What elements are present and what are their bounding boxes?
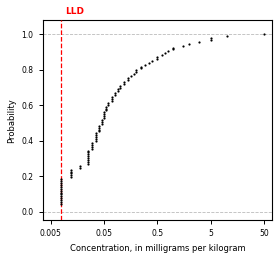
Point bbox=[69, 171, 73, 176]
Point bbox=[90, 145, 94, 149]
Point bbox=[118, 83, 122, 88]
Point bbox=[113, 91, 117, 95]
Point bbox=[166, 49, 170, 53]
Point bbox=[59, 194, 63, 198]
Point bbox=[86, 162, 90, 166]
Point bbox=[110, 97, 114, 101]
Point bbox=[171, 47, 175, 51]
Point bbox=[86, 152, 90, 157]
Point bbox=[102, 112, 106, 116]
Point bbox=[187, 42, 192, 46]
Point bbox=[118, 86, 122, 90]
Point bbox=[139, 66, 143, 70]
Point bbox=[134, 68, 138, 73]
Point bbox=[69, 173, 73, 177]
Point bbox=[59, 185, 63, 189]
Point bbox=[102, 116, 106, 120]
Point bbox=[59, 198, 63, 202]
Point bbox=[86, 154, 90, 158]
Point bbox=[113, 93, 117, 97]
Point bbox=[59, 190, 63, 194]
X-axis label: Concentration, in milligrams per kilogram: Concentration, in milligrams per kilogra… bbox=[69, 244, 245, 253]
Point bbox=[110, 95, 114, 99]
Point bbox=[197, 40, 201, 44]
Point bbox=[104, 107, 108, 111]
Point bbox=[106, 101, 110, 105]
Point bbox=[99, 122, 104, 126]
Point bbox=[93, 133, 98, 137]
Point bbox=[69, 170, 73, 174]
Point bbox=[115, 87, 120, 92]
Point bbox=[99, 118, 104, 122]
Point bbox=[139, 64, 143, 69]
Point bbox=[86, 150, 90, 154]
Point bbox=[104, 105, 108, 109]
Point bbox=[59, 179, 63, 183]
Point bbox=[59, 181, 63, 185]
Point bbox=[69, 175, 73, 179]
Point bbox=[97, 129, 101, 134]
Point bbox=[59, 202, 63, 206]
Point bbox=[126, 76, 130, 80]
Point bbox=[99, 120, 104, 124]
Point bbox=[90, 141, 94, 145]
Point bbox=[106, 103, 110, 107]
Point bbox=[262, 32, 266, 36]
Point bbox=[93, 137, 98, 141]
Point bbox=[78, 164, 83, 168]
Point bbox=[59, 183, 63, 187]
Point bbox=[59, 187, 63, 191]
Point bbox=[159, 53, 164, 57]
Point bbox=[143, 63, 148, 67]
Point bbox=[93, 135, 98, 139]
Point bbox=[147, 61, 151, 65]
Point bbox=[134, 70, 138, 74]
Point bbox=[102, 110, 106, 114]
Point bbox=[155, 57, 160, 61]
Point bbox=[78, 166, 83, 170]
Point bbox=[129, 74, 133, 78]
Point bbox=[86, 156, 90, 160]
Point bbox=[104, 108, 108, 113]
Point bbox=[126, 78, 130, 82]
Point bbox=[93, 139, 98, 143]
Text: LLD: LLD bbox=[65, 7, 84, 16]
Point bbox=[150, 59, 154, 63]
Point bbox=[181, 43, 185, 48]
Point bbox=[69, 167, 73, 172]
Point bbox=[86, 158, 90, 162]
Point bbox=[208, 38, 213, 42]
Point bbox=[102, 114, 106, 118]
Point bbox=[37, 206, 41, 210]
Point bbox=[225, 34, 229, 38]
Point bbox=[97, 127, 101, 132]
Point bbox=[37, 208, 41, 212]
Point bbox=[86, 160, 90, 164]
Point bbox=[131, 72, 136, 76]
Point bbox=[86, 148, 90, 153]
Point bbox=[208, 36, 213, 40]
Point bbox=[59, 200, 63, 204]
Point bbox=[155, 55, 160, 59]
Point bbox=[90, 147, 94, 151]
Point bbox=[59, 188, 63, 193]
Point bbox=[97, 124, 101, 128]
Point bbox=[59, 196, 63, 200]
Point bbox=[93, 131, 98, 135]
Point bbox=[171, 46, 175, 50]
Point bbox=[122, 80, 126, 84]
Point bbox=[90, 143, 94, 147]
Point bbox=[59, 177, 63, 181]
Point bbox=[37, 204, 41, 208]
Point bbox=[122, 82, 126, 86]
Point bbox=[59, 192, 63, 197]
Point bbox=[97, 126, 101, 130]
Point bbox=[110, 99, 114, 103]
Point bbox=[115, 89, 120, 93]
Point bbox=[163, 51, 167, 55]
Y-axis label: Probability: Probability bbox=[7, 98, 16, 142]
